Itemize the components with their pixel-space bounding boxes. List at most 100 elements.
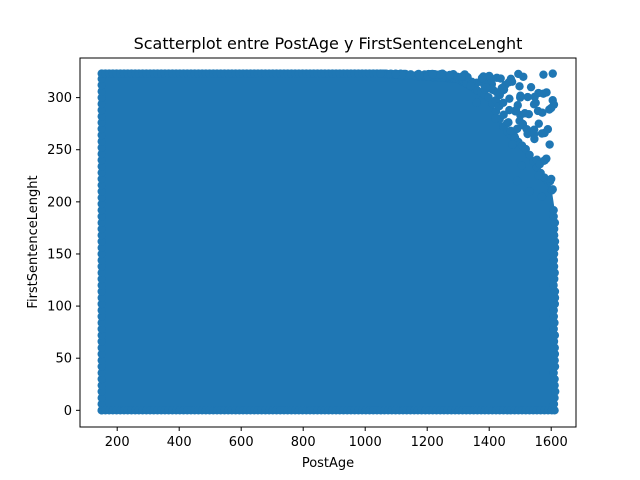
scatter-point [97, 399, 106, 409]
scatter-point [97, 149, 106, 159]
scatter-point [512, 124, 522, 134]
x-tick-label: 200 [105, 435, 130, 450]
scatter-point [97, 243, 106, 252]
scatter-point [548, 69, 557, 78]
scatter-point [550, 218, 560, 227]
scatter-point [428, 69, 437, 79]
scatter-point [508, 140, 517, 149]
scatter-point [97, 168, 106, 177]
scatter-point [97, 349, 106, 359]
scatter-point [97, 105, 106, 115]
scatter-point [97, 187, 106, 196]
scatter-point [97, 324, 106, 334]
scatter-point [549, 212, 558, 221]
scatter-point [549, 337, 559, 346]
scatter-point [97, 205, 106, 215]
scatter-point [477, 73, 487, 83]
scatter-point [97, 318, 106, 327]
scatter-point [97, 80, 106, 90]
scatter-point [543, 125, 553, 134]
scatter-point [484, 93, 493, 102]
scatter-point [97, 137, 106, 146]
scatter-point [549, 281, 558, 290]
y-axis-label: FirstSentenceLenght [26, 175, 41, 308]
scatter-point [550, 318, 559, 327]
scatter-point [97, 162, 106, 171]
scatter-point [549, 262, 559, 271]
chart-title: Scatterplot entre PostAge y FirstSentenc… [134, 34, 523, 53]
scatter-point [549, 399, 559, 409]
scatter-point [540, 155, 550, 165]
scatter-point [97, 218, 106, 227]
scatter-point [97, 93, 106, 102]
scatter-point [550, 374, 559, 384]
scatter-point [506, 126, 515, 136]
scatter-point [498, 98, 508, 108]
scatter-point [517, 161, 526, 170]
scatter-point [534, 119, 543, 128]
scatter-point [549, 231, 559, 240]
scatter-point [520, 109, 530, 118]
scatter-point [537, 129, 547, 138]
scatter-point [97, 212, 106, 221]
scatter-point [97, 155, 106, 165]
scatter-point [550, 237, 560, 246]
scatter-point [97, 262, 106, 271]
x-tick-label: 400 [167, 435, 192, 450]
x-tick-label: 1600 [535, 435, 568, 450]
scatter-point [542, 88, 551, 97]
x-tick-label: 1200 [411, 435, 444, 450]
scatter-point [491, 114, 500, 123]
scatter-point [97, 387, 106, 396]
scatter-point [505, 105, 514, 115]
scatter-point [523, 129, 532, 139]
scatter-point [97, 331, 106, 340]
scatter-point [97, 268, 106, 277]
scatter-point [538, 108, 547, 117]
scatter-point [525, 150, 534, 160]
scatter-point [539, 70, 548, 79]
scatter-point [97, 274, 106, 284]
scatter-point [397, 70, 406, 80]
x-tick-label: 600 [229, 435, 254, 450]
scatter-point [515, 82, 524, 91]
scatter-point [97, 381, 106, 390]
scatter-point [550, 293, 560, 302]
scatter-point [550, 243, 560, 252]
scatter-point [550, 393, 559, 403]
scatter-points [97, 69, 560, 415]
scatter-point [531, 98, 540, 108]
scatter-point [97, 249, 106, 259]
scatter-point [97, 356, 106, 365]
scatter-point [97, 281, 106, 290]
scatter-point [97, 299, 106, 309]
scatter-point [550, 349, 560, 359]
y-tick-label: 200 [47, 195, 72, 210]
scatter-point [550, 406, 559, 415]
x-tick-label: 800 [291, 435, 316, 450]
scatter-point [547, 103, 556, 113]
scatter-point [550, 362, 560, 371]
scatter-point [511, 105, 521, 115]
scatter-point [516, 93, 525, 102]
scatter-point [523, 92, 532, 102]
scatter-point [519, 72, 528, 81]
x-axis: 200 400 600 800 1000 1200 1400 1600 [105, 427, 568, 450]
scatter-point [97, 99, 106, 109]
scatter-point [550, 356, 559, 365]
scatter-point [550, 287, 560, 296]
scatter-point [549, 324, 558, 334]
scatter-point [506, 74, 516, 84]
scatter-point [97, 143, 106, 152]
scatter-point [504, 118, 513, 127]
scatter-point [97, 199, 106, 209]
scatter-point [97, 312, 106, 321]
scatter-point [550, 381, 559, 390]
scatter-point [97, 343, 106, 352]
scatter-point [550, 299, 560, 309]
scatter-point [550, 343, 559, 352]
y-tick-label: 50 [55, 352, 72, 367]
scatter-point [406, 70, 415, 79]
scatter-point [97, 118, 106, 127]
y-tick-label: 150 [47, 247, 72, 262]
